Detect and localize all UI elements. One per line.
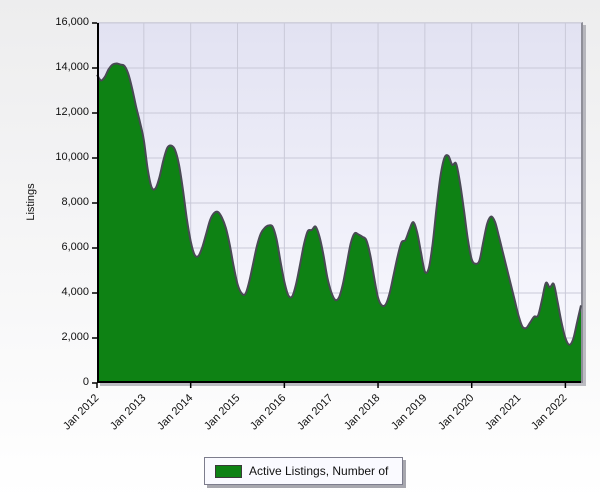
- legend: Active Listings, Number of: [204, 457, 403, 485]
- chart-canvas: Listings 02,0004,0006,0008,00010,00012,0…: [0, 0, 600, 500]
- x-tick-label: Jan 2018: [333, 392, 382, 441]
- x-tick-label: Jan 2013: [99, 392, 148, 441]
- y-tick-label: 12,000: [29, 106, 89, 118]
- y-tick-label: 4,000: [29, 286, 89, 298]
- y-tick-label: 2,000: [29, 331, 89, 343]
- x-tick-label: Jan 2019: [380, 392, 429, 441]
- legend-label: Active Listings, Number of: [249, 464, 388, 478]
- y-tick-label: 6,000: [29, 241, 89, 253]
- y-tick-label: 10,000: [29, 151, 89, 163]
- x-tick-label: Jan 2016: [239, 392, 288, 441]
- x-tick-label: Jan 2015: [193, 392, 242, 441]
- x-tick-label: Jan 2014: [146, 392, 195, 441]
- y-tick-label: 8,000: [29, 196, 89, 208]
- y-tick-label: 14,000: [29, 61, 89, 73]
- x-tick-label: Jan 2012: [52, 392, 101, 441]
- plot-area: [97, 22, 583, 383]
- x-tick-label: Jan 2017: [286, 392, 335, 441]
- x-tick-label: Jan 2021: [474, 392, 523, 441]
- x-tick-label: Jan 2022: [520, 392, 569, 441]
- legend-swatch-icon: [215, 465, 242, 478]
- y-tick-label: 16,000: [29, 16, 89, 28]
- x-tick-label: Jan 2020: [427, 392, 476, 441]
- y-tick-label: 0: [29, 376, 89, 388]
- area-series-fill: [97, 64, 581, 384]
- chart-plot-svg: [91, 23, 587, 391]
